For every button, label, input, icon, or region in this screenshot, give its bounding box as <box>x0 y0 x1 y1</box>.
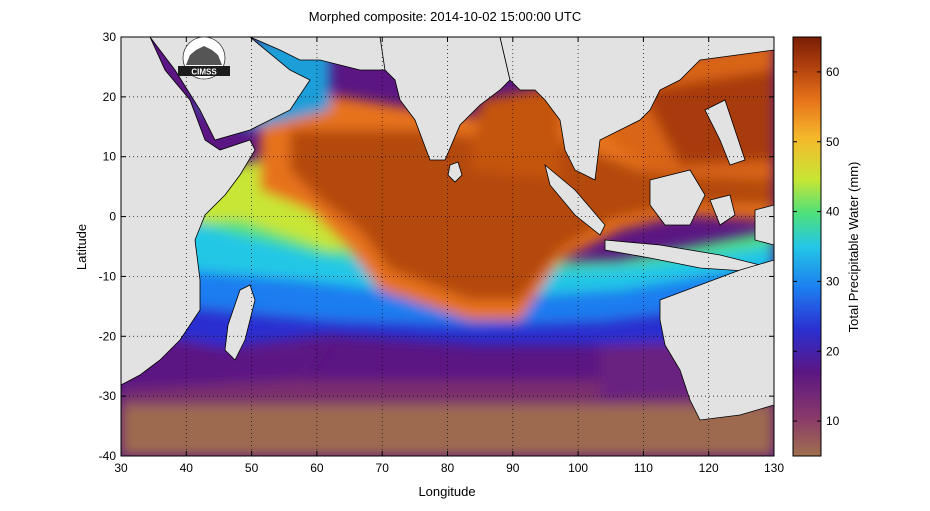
colorbar-tick-label: 50 <box>826 135 840 149</box>
y-tick-label: 30 <box>103 30 117 44</box>
x-tick-label: 120 <box>699 461 719 475</box>
grid-lines <box>121 37 774 456</box>
x-tick-label: 130 <box>764 461 784 475</box>
colorbar <box>792 36 822 457</box>
x-tick-label: 50 <box>245 461 259 475</box>
x-tick-label: 40 <box>180 461 194 475</box>
colorbar-tick-label: 40 <box>826 205 840 219</box>
x-tick-label: 60 <box>310 461 324 475</box>
x-axis-label: Longitude <box>418 484 475 499</box>
y-tick-label: 0 <box>109 210 116 224</box>
logo-text: CIMSS <box>191 68 217 77</box>
x-tick-label: 90 <box>506 461 520 475</box>
axis-ticks: 30 40 50 60 70 80 90 100 110 120 1303020100-10-20-… <box>99 30 785 475</box>
land-masses <box>121 37 774 421</box>
x-tick-label: 70 <box>376 461 390 475</box>
colorbar-ticks: 60 50 40 30 20 10 <box>793 65 840 428</box>
colorbar-tick-label: 60 <box>826 65 840 79</box>
colorbar-tick-label: 20 <box>826 344 840 358</box>
y-tick-label: -30 <box>99 389 117 403</box>
cimss-logo: CIMSS <box>178 36 230 80</box>
tpw-field <box>121 37 774 456</box>
colorbar-tick-label: 10 <box>826 414 840 428</box>
y-axis-label: Latitude <box>74 224 89 270</box>
x-tick-label: 30 <box>114 461 128 475</box>
y-tick-label: 10 <box>103 150 117 164</box>
x-tick-label: 100 <box>568 461 588 475</box>
x-tick-label: 80 <box>441 461 455 475</box>
colorbar-tick-label: 30 <box>826 274 840 288</box>
colorbar-label: Total Precipitable Water (mm) <box>846 162 861 333</box>
y-tick-label: -20 <box>99 329 117 343</box>
plot-title: Morphed composite: 2014-10-02 15:00:00 U… <box>308 9 582 24</box>
y-tick-label: -40 <box>99 449 117 463</box>
y-tick-label: 20 <box>103 90 117 104</box>
x-tick-label: 110 <box>634 461 653 475</box>
y-tick-label: -10 <box>99 269 117 283</box>
